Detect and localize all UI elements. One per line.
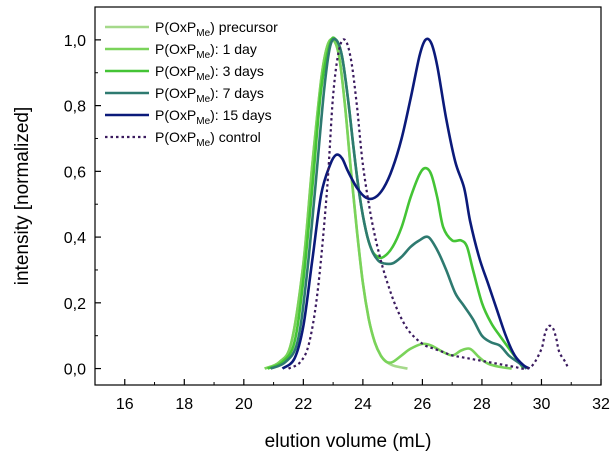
- y-tick-label: 0,0: [64, 362, 86, 379]
- series-lines: [264, 36, 570, 370]
- x-tick-label: 20: [235, 396, 253, 413]
- x-tick-label: 22: [294, 396, 312, 413]
- y-tick-label: 0,6: [64, 164, 86, 181]
- series-line-4: [270, 37, 528, 370]
- legend-label: P(OxPMe): 1 day: [155, 41, 257, 61]
- series-line-5: [281, 37, 531, 370]
- x-axis-title: elution volume (mL): [265, 431, 432, 452]
- legend-label: P(OxPMe): 3 days: [155, 63, 264, 83]
- x-tick-label: 16: [116, 396, 134, 413]
- legend-label: P(OxPMe): 15 days: [155, 107, 272, 127]
- y-axis-title: intensity [normalized]: [12, 107, 33, 285]
- x-axis-ticks: 16 18 20 22 24 26 28 30 32: [116, 379, 610, 413]
- plot-frame: [94, 6, 602, 386]
- x-tick-label: 32: [592, 396, 610, 413]
- y-tick-label: 1,0: [64, 33, 86, 50]
- series-line-1: [264, 38, 408, 370]
- x-tick-label: 24: [354, 396, 372, 413]
- legend-label: P(OxPMe) control: [155, 129, 261, 149]
- y-axis-ticks: 0,0 0,2 0,4 0,6 0,8 1,0: [64, 33, 101, 379]
- x-tick-label: 28: [473, 396, 491, 413]
- x-tick-label: 18: [175, 396, 193, 413]
- series-line-6: [287, 38, 570, 370]
- series-line-3: [267, 36, 525, 370]
- series-line-2: [264, 38, 512, 370]
- legend-label: P(OxPMe): 7 days: [155, 85, 264, 105]
- y-tick-label: 0,2: [64, 296, 86, 313]
- x-tick-label: 26: [414, 396, 432, 413]
- x-tick-label: 30: [533, 396, 551, 413]
- y-tick-label: 0,8: [64, 99, 86, 116]
- y-tick-label: 0,4: [64, 230, 86, 247]
- legend-label: P(OxPMe) precursor: [155, 19, 278, 39]
